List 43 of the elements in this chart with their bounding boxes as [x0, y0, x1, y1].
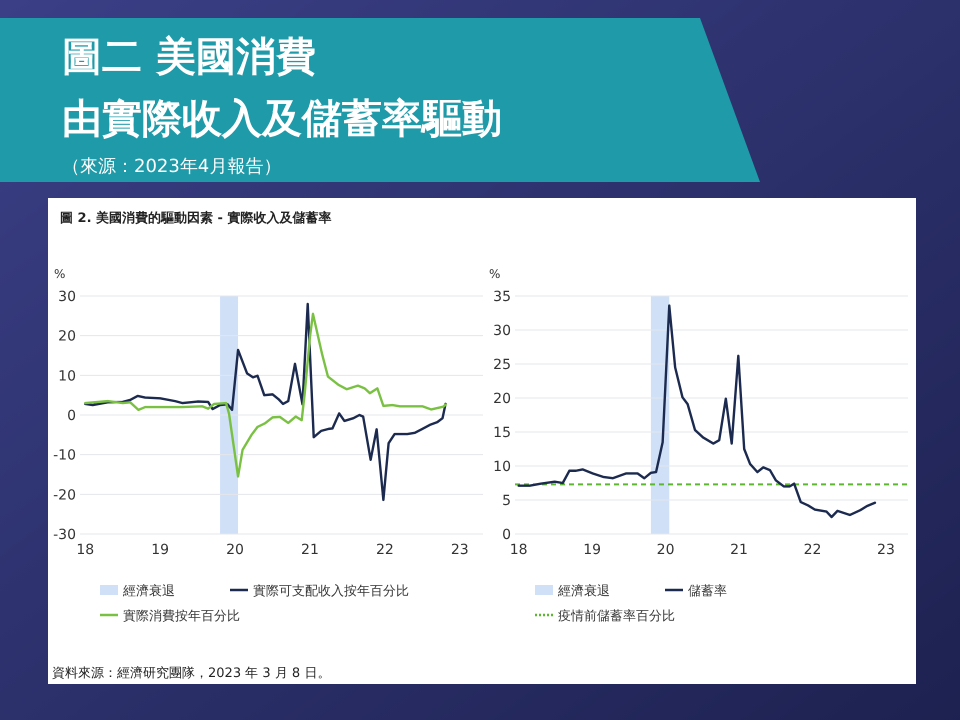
y-tick-label: 20: [493, 391, 511, 407]
y-tick-label: -20: [53, 487, 76, 504]
line-series: [84, 312, 447, 478]
legend-label: 經濟衰退: [122, 583, 175, 599]
x-tick-label: 21: [730, 542, 748, 558]
y-axis-title: %: [54, 267, 66, 281]
x-tick-label: 18: [510, 542, 528, 558]
x-tick-label: 23: [877, 542, 895, 558]
y-tick-label: 25: [493, 357, 511, 373]
legend-label: 經濟衰退: [557, 583, 610, 599]
y-tick-label: 10: [58, 368, 76, 384]
line-series: [84, 302, 447, 502]
text: （來源：2023年4月報告）: [62, 156, 282, 177]
y-tick-label: 15: [493, 425, 511, 441]
x-tick-label: 23: [450, 542, 469, 558]
legend-label: 儲蓄率: [688, 583, 727, 599]
y-tick-label: 0: [502, 527, 511, 543]
legend-label: 疫情前儲蓄率百分比: [558, 608, 675, 624]
x-tick-label: 20: [226, 542, 244, 558]
caption: 圖 2. 美國消費的驅動因素 - 實際收入及儲蓄率: [60, 210, 332, 226]
y-tick-label: 20: [58, 328, 76, 345]
chart-title: 圖二 美國消費: [62, 34, 316, 80]
x-tick-label: 21: [301, 542, 319, 558]
y-tick-label: 5: [502, 493, 511, 509]
y-tick-label: 30: [58, 289, 76, 305]
y-tick-label: 0: [67, 408, 76, 424]
legend-label: 實際可支配收入按年百分比: [253, 584, 409, 599]
x-tick-label: 19: [151, 542, 170, 558]
chart-subtitle: 由實際收入及儲蓄率驅動: [62, 96, 502, 142]
x-tick-label: 22: [804, 542, 822, 558]
legend-label: 實際消費按年百分比: [123, 609, 240, 624]
x-tick-label: 18: [76, 542, 94, 558]
x-tick-label: 20: [656, 542, 675, 558]
y-tick-label: 30: [493, 323, 511, 339]
x-tick-label: 19: [583, 542, 602, 558]
x-tick-label: 22: [376, 542, 394, 558]
source-note: 資料來源：經濟研究團隊，2023 年 3 月 8 日。: [52, 666, 330, 681]
line-series: [517, 304, 876, 518]
y-axis-title: %: [489, 267, 500, 281]
y-tick-label: -30: [53, 527, 76, 543]
y-tick-label: 35: [493, 289, 511, 305]
y-tick-label: -10: [53, 448, 76, 464]
y-tick-label: 10: [493, 459, 511, 475]
